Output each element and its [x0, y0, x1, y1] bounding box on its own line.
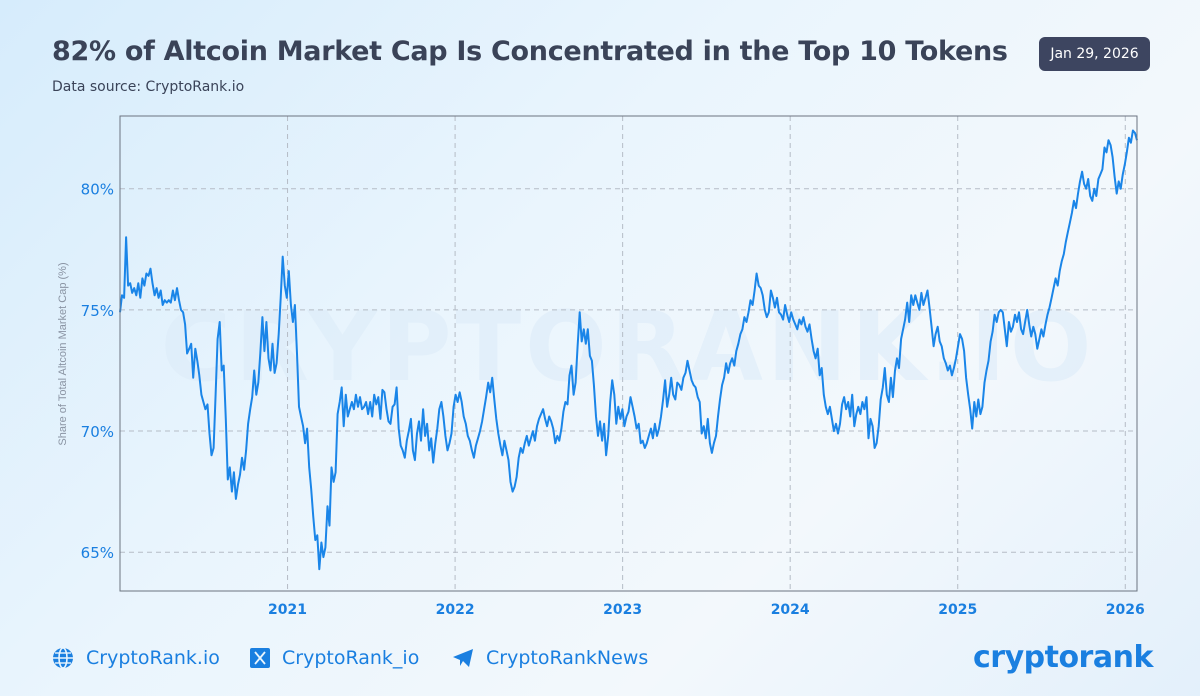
telegram-icon	[453, 649, 473, 667]
footer-link-label: CryptoRank.io	[86, 647, 220, 669]
footer-link-label: CryptoRankNews	[486, 647, 649, 669]
x-tick-label: 2023	[603, 602, 642, 618]
x-tick-label: 2021	[268, 602, 307, 618]
y-tick-label: 70%	[81, 423, 114, 441]
date-badge: Jan 29, 2026	[1039, 37, 1150, 71]
x-tick-label: 2026	[1106, 602, 1145, 618]
y-axis-label: Share of Total Altcoin Market Cap (%)	[57, 262, 69, 445]
y-tick-label: 65%	[81, 544, 114, 562]
y-tick-label: 75%	[81, 302, 114, 320]
y-tick-label: 80%	[81, 181, 114, 199]
x-tick-label: 2025	[938, 602, 977, 618]
footer-link-website[interactable]: CryptoRank.io	[52, 645, 220, 671]
chart-title: 82% of Altcoin Market Cap Is Concentrate…	[52, 36, 1008, 67]
y-axis: 65% 70% 75% 80%	[81, 181, 114, 563]
watermark: CRYPTORANK.IO	[161, 291, 1096, 403]
data-source: Data source: CryptoRank.io	[52, 79, 245, 95]
footer-link-x[interactable]: CryptoRank_io	[250, 645, 419, 671]
x-axis: 2021 2022 2023 2024 2025 2026	[268, 602, 1145, 618]
plot-frame	[119, 115, 1138, 592]
cryptorank-logo: cryptorank	[973, 640, 1153, 675]
footer-link-telegram[interactable]: CryptoRankNews	[452, 645, 648, 671]
x-icon	[250, 648, 270, 668]
x-tick-label: 2022	[436, 602, 475, 618]
footer-link-label: CryptoRank_io	[282, 647, 420, 669]
globe-icon	[53, 647, 73, 669]
x-tick-label: 2024	[771, 602, 810, 618]
series-line	[119, 129, 1138, 571]
